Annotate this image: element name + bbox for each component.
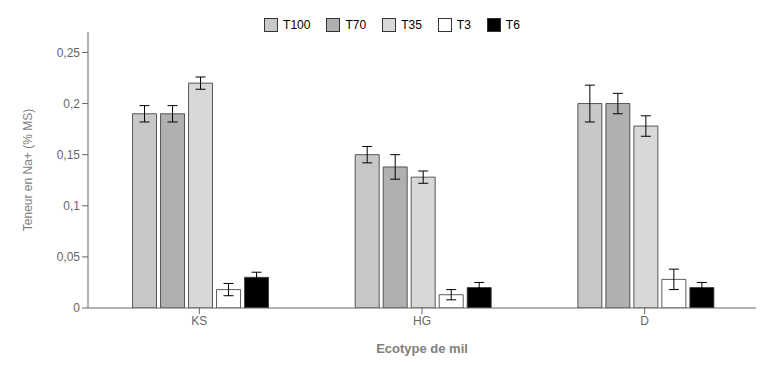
svg-text:D: D: [640, 314, 649, 328]
html-text:T35: T35: [401, 18, 422, 32]
svg-text:0,15: 0,15: [57, 148, 81, 162]
svg-text:KS: KS: [191, 314, 207, 328]
svg-text:Teneur en Na+ (% MS): Teneur en Na+ (% MS): [21, 109, 35, 231]
svg-text:0,25: 0,25: [57, 46, 81, 60]
svg-text:0,1: 0,1: [63, 199, 80, 213]
html-text:T3: T3: [456, 18, 471, 32]
svg-text:0,05: 0,05: [57, 250, 81, 264]
svg-text:0: 0: [73, 301, 80, 315]
html-text:T6: T6: [505, 18, 520, 32]
html-text:T70: T70: [345, 18, 367, 32]
svg-text:0,2: 0,2: [63, 97, 80, 111]
html-text:T100: T100: [283, 18, 311, 32]
svg-text:Ecotype de mil: Ecotype de mil: [376, 341, 468, 356]
svg-text:HG: HG: [413, 314, 431, 328]
